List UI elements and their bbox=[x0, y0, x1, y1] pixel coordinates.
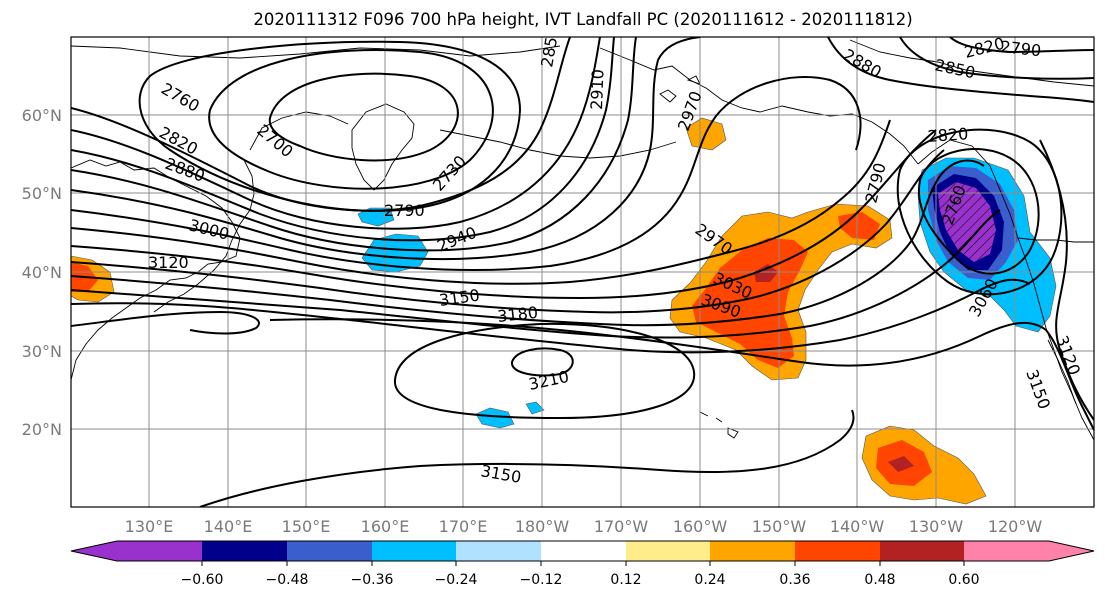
graticule bbox=[71, 37, 1094, 507]
contour-3060 bbox=[71, 159, 985, 327]
contour-3180 bbox=[393, 322, 696, 420]
contour-2790-west bbox=[71, 37, 571, 212]
colorbar-bin bbox=[456, 541, 541, 561]
contour-2970 bbox=[71, 119, 891, 285]
contour-2700 bbox=[268, 72, 459, 162]
negative-anomaly-hatching bbox=[938, 182, 996, 262]
colorbar: −0.60 −0.48 −0.36 −0.24 −0.12 0.12 0.24 … bbox=[70, 540, 1095, 588]
lon-label: 130°W bbox=[909, 517, 964, 536]
coastline-north-america bbox=[917, 139, 1094, 441]
lon-label: 140°E bbox=[204, 517, 253, 536]
coastline-baja bbox=[1047, 339, 1077, 405]
colorbar-bin bbox=[795, 541, 880, 561]
colorbar-tick-label: −0.36 bbox=[351, 572, 394, 588]
lat-label: 30°N bbox=[22, 342, 62, 361]
contour-2850-west bbox=[71, 37, 615, 242]
coastline-us-border bbox=[1017, 237, 1094, 243]
colorbar-bin bbox=[626, 541, 710, 561]
contour-trough-east bbox=[1039, 139, 1094, 421]
chart-title: 2020111312 F096 700 hPa height, IVT Land… bbox=[253, 10, 912, 29]
colorbar-bin bbox=[202, 541, 287, 561]
colorbar-tick-label: 0.48 bbox=[864, 572, 895, 588]
colorbar-tick-label: −0.12 bbox=[520, 572, 563, 588]
negative-anomaly-tropical-a bbox=[475, 407, 515, 429]
colorbar-tick-label: 0.60 bbox=[948, 572, 979, 588]
contour-2940 bbox=[71, 76, 862, 271]
contour-2730 bbox=[208, 49, 494, 190]
contour-3150 bbox=[71, 310, 1094, 431]
map-panel: 2760 2700 2820 2880 3000 3120 2790 2730 … bbox=[71, 37, 1094, 507]
positive-anomaly-ne bbox=[838, 212, 880, 240]
contour-3150-south bbox=[199, 409, 855, 507]
coastline-canada bbox=[849, 39, 1094, 87]
contour-3120 bbox=[71, 278, 1031, 354]
colorbar-extend-high bbox=[1049, 541, 1094, 561]
colorbar-bin bbox=[880, 541, 964, 561]
colorbar-bin bbox=[710, 541, 795, 561]
colorbar-bin bbox=[964, 541, 1049, 561]
lon-label: 130°E bbox=[125, 517, 174, 536]
longitude-labels: 130°E 140°E 150°E 160°E 170°E 180°W 170°… bbox=[125, 517, 1043, 536]
contour-2910-west bbox=[71, 37, 701, 260]
lat-label: 60°N bbox=[22, 106, 62, 125]
contour-label: 3120 bbox=[148, 253, 189, 272]
contour-label: 2910 bbox=[587, 69, 607, 110]
colorbar-extend-low bbox=[71, 541, 117, 561]
latitude-labels: 60°N 50°N 40°N 30°N 20°N bbox=[22, 106, 62, 439]
positive-anomaly-subtropical-max bbox=[888, 456, 914, 472]
colorbar-bin bbox=[117, 541, 202, 561]
coastline-alaska bbox=[599, 47, 919, 165]
colorbar-tick-label: 0.12 bbox=[610, 572, 641, 588]
contour-2820-west bbox=[71, 37, 601, 230]
negative-anomaly-tropical-b bbox=[525, 401, 545, 415]
coastline-bering-islands bbox=[659, 75, 701, 103]
coastline-siberia bbox=[71, 45, 561, 59]
lat-label: 40°N bbox=[22, 263, 62, 282]
lat-label: 20°N bbox=[22, 420, 62, 439]
contour-3000 bbox=[71, 129, 937, 300]
coastline-asia bbox=[71, 159, 241, 381]
contour-label: 3180 bbox=[496, 303, 538, 326]
contour-3090 bbox=[71, 209, 1001, 339]
lon-label: 170°W bbox=[594, 517, 649, 536]
colorbar-tick-label: 0.36 bbox=[779, 572, 810, 588]
lon-label: 120°W bbox=[988, 517, 1043, 536]
coastline-kamchatka bbox=[351, 103, 415, 191]
lon-label: 160°W bbox=[673, 517, 728, 536]
height-contours bbox=[71, 37, 1094, 507]
colorbar-tick-label: −0.48 bbox=[266, 572, 309, 588]
colorbar-outline bbox=[70, 540, 1095, 562]
map-frame bbox=[70, 36, 1095, 508]
colorbar-bin bbox=[541, 541, 626, 561]
negative-anomaly-west-pacific-a bbox=[361, 233, 429, 273]
colorbar-tick-label: −0.60 bbox=[181, 572, 224, 588]
colorbar-bin bbox=[287, 541, 372, 561]
positive-anomaly-max bbox=[754, 264, 778, 282]
contour-label: 2820 bbox=[927, 124, 969, 146]
lon-label: 180°W bbox=[515, 517, 570, 536]
coastline-hawaii bbox=[699, 411, 739, 439]
colorbar-bin bbox=[372, 541, 456, 561]
contour-2760 bbox=[138, 40, 522, 212]
lon-label: 160°E bbox=[361, 517, 410, 536]
contour-2850-east bbox=[899, 37, 1094, 80]
contour-2790-east bbox=[949, 37, 1094, 54]
colorbar-tick-label: −0.24 bbox=[435, 572, 478, 588]
colorbar-tick-label: 0.24 bbox=[694, 572, 725, 588]
lon-label: 140°W bbox=[830, 517, 885, 536]
contour-low-ring-2 bbox=[896, 128, 1063, 296]
contour-2880-west bbox=[71, 37, 637, 252]
contour-label: 2790 bbox=[384, 201, 425, 220]
colorbar-ticks bbox=[201, 561, 965, 566]
lat-label: 50°N bbox=[22, 184, 62, 203]
lon-label: 150°W bbox=[752, 517, 807, 536]
contour-2820-east bbox=[827, 37, 1094, 103]
lon-label: 150°E bbox=[282, 517, 331, 536]
contour-3030 bbox=[71, 149, 945, 314]
contour-low-ring bbox=[917, 148, 1040, 275]
contour-3210 bbox=[511, 347, 574, 377]
lon-label: 170°E bbox=[439, 517, 488, 536]
coastlines bbox=[71, 39, 1094, 441]
contour-label: 2790 bbox=[1000, 37, 1042, 60]
